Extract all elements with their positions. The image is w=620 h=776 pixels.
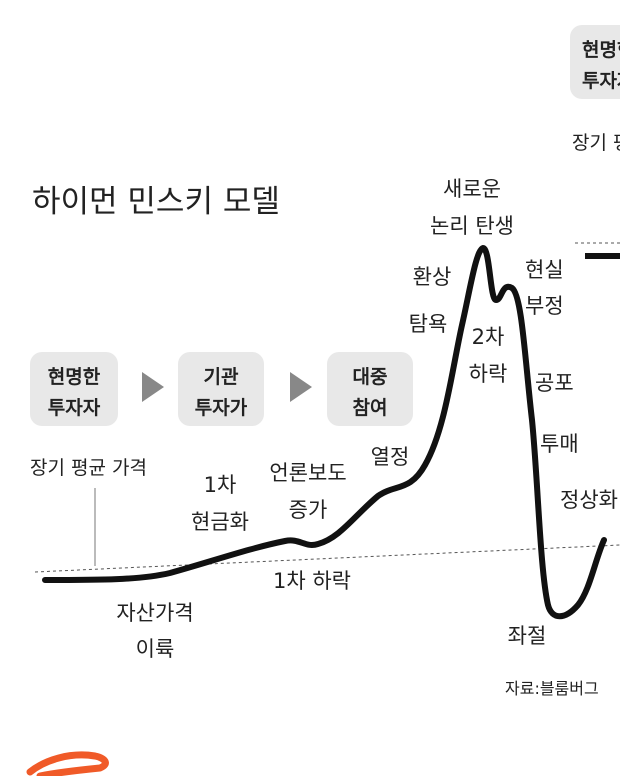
stage-label: 현명한 xyxy=(48,366,101,388)
phase-label: 이륙 xyxy=(136,637,175,661)
phase-label: 좌절 xyxy=(508,624,547,648)
phase-label: 정상화 xyxy=(560,488,618,512)
stage-label: 참여 xyxy=(353,397,388,419)
phase-label: 논리 탄생 xyxy=(430,214,514,238)
stage-box: 현명한 투자자 xyxy=(570,25,620,99)
phase-label: 언론보도 xyxy=(269,461,346,485)
phase-label: 환상 xyxy=(413,265,452,289)
average-label: 장기 평균 가격 xyxy=(30,457,147,479)
price-curve xyxy=(42,245,607,620)
phase-label: 투매 xyxy=(540,432,579,456)
phase-label: 1차 하락 xyxy=(273,569,351,593)
stage-label: 투자자 xyxy=(582,70,620,92)
title: 하이먼 민스키 모델 xyxy=(32,184,280,220)
stage-label: 투자자 xyxy=(48,397,101,419)
arrow xyxy=(290,372,312,402)
stage-box: 대중 참여 xyxy=(327,352,413,426)
arrow xyxy=(142,372,164,402)
phase-label: 탐욕 xyxy=(409,312,448,336)
stage-bg xyxy=(178,352,264,426)
scribble xyxy=(26,751,109,776)
stage-label: 기관 xyxy=(204,366,239,388)
stage-box: 기관 투자가 xyxy=(178,352,264,426)
phase-label: 공포 xyxy=(535,371,574,395)
stage-bg xyxy=(30,352,118,426)
stage-bg xyxy=(327,352,413,426)
phase-label: 자산가격 xyxy=(116,601,193,625)
stage-label: 대중 xyxy=(353,366,388,388)
phase-label: 부정 xyxy=(525,294,564,318)
source: 자료:블룸버그 xyxy=(505,679,599,698)
phase-label: 현금화 xyxy=(191,510,249,534)
phase-label: 현실 xyxy=(525,258,564,282)
phase-label: 새로운 xyxy=(443,177,501,201)
stage-label: 투자가 xyxy=(195,397,248,419)
phase-label: 증가 xyxy=(289,498,328,522)
stage-box: 현명한 투자자 xyxy=(30,352,118,426)
phase-label: 하락 xyxy=(469,362,508,386)
phase-label: 열정 xyxy=(371,445,410,469)
phase-label: 1차 xyxy=(204,473,237,497)
average-label: 장기 평균 가격 xyxy=(572,132,620,154)
stage-label: 현명한 xyxy=(582,39,620,61)
stage-bg xyxy=(570,25,620,99)
average-line xyxy=(34,544,620,573)
phase-label: 2차 xyxy=(472,325,505,349)
